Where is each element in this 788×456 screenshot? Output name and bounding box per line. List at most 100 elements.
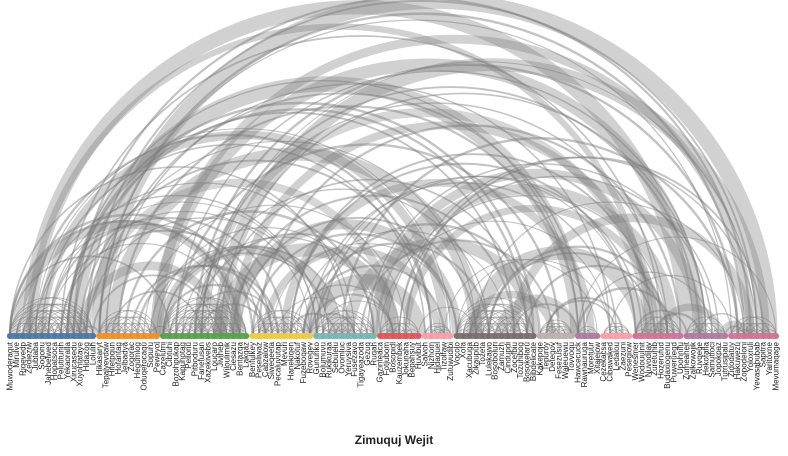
- arc-link: [280, 179, 595, 337]
- arc-link: [657, 303, 723, 337]
- arc-link: [277, 322, 305, 337]
- arc-link: [252, 322, 279, 337]
- arc-link: [308, 293, 395, 337]
- node-label: Hikasaryt: [95, 341, 104, 375]
- node-marker: [275, 333, 281, 339]
- arc-link: [737, 322, 764, 337]
- arc-link: [309, 325, 330, 337]
- node-label: Moretuur: [586, 342, 595, 374]
- arc-link: [379, 220, 611, 337]
- arc-link: [207, 322, 234, 337]
- node-label: Wenesmer: [631, 342, 640, 381]
- node-label: Cibtuhi: [165, 342, 174, 367]
- arc-link: [123, 210, 376, 337]
- node-label: Pitboduru: [191, 342, 200, 376]
- node-marker: [390, 333, 396, 339]
- node-marker: [467, 333, 473, 339]
- arc-link: [635, 316, 675, 337]
- node-marker: [403, 333, 409, 339]
- arc-link: [404, 156, 765, 337]
- node-label: Pecaluvutap: [274, 341, 283, 386]
- arc-link: [481, 322, 509, 337]
- arc-link: [111, 290, 203, 337]
- node-marker: [511, 333, 517, 339]
- node-label: Fuzeboqaw: [299, 342, 308, 384]
- node-label: Zocefbiu: [510, 342, 519, 373]
- arc-link: [366, 162, 713, 337]
- node-label: Peweyol: [152, 342, 161, 372]
- arc-link: [507, 322, 534, 337]
- arc-link: [252, 310, 305, 337]
- arc-link: [487, 245, 669, 337]
- node-marker: [147, 333, 154, 339]
- node-marker: [492, 333, 498, 339]
- node-marker: [71, 333, 77, 339]
- arc-link: [315, 175, 637, 337]
- arc-link: [261, 246, 442, 337]
- node-label: Xacubuga: [465, 341, 474, 378]
- arc-link: [724, 325, 745, 337]
- node-marker: [115, 333, 122, 339]
- arc-link: [35, 316, 75, 337]
- arc-link: [462, 322, 490, 337]
- arc-link: [162, 245, 343, 337]
- node-label: Yevasabubab: [752, 341, 761, 390]
- arc-link: [402, 205, 665, 337]
- arc-link: [21, 0, 694, 337]
- node-marker: [313, 333, 319, 339]
- node-label: Fesezusuf: [554, 341, 563, 379]
- group-bar: [574, 333, 601, 339]
- arc-link: [609, 274, 732, 337]
- node-label: Bolumuvu: [318, 342, 327, 378]
- node-label: Mevuri: [280, 342, 289, 366]
- arc-link: [264, 316, 305, 337]
- node-marker: [613, 333, 620, 339]
- arc-link: [379, 316, 419, 337]
- arc-link: [316, 316, 356, 337]
- arc-link: [289, 153, 656, 337]
- arc-link: [79, 325, 101, 337]
- node-label: Hawcecuck: [574, 341, 583, 383]
- node-marker: [332, 333, 339, 339]
- node-label: Cibawaked: [606, 342, 615, 382]
- arc-link: [252, 316, 292, 337]
- arc-link: [187, 290, 279, 337]
- arc-link: [375, 184, 680, 337]
- arc-link: [8, 219, 241, 337]
- arc-link: [9, 297, 87, 337]
- arc-link: [462, 310, 515, 337]
- node-marker: [7, 333, 13, 339]
- node-label: Zalkowojik: [689, 341, 698, 379]
- arc-link: [316, 322, 343, 337]
- arc-link: [456, 297, 534, 337]
- arc-link: [469, 310, 522, 337]
- arc-link: [28, 316, 68, 337]
- node-marker: [384, 333, 390, 339]
- arc-link: [15, 322, 43, 337]
- arc-link: [188, 316, 228, 337]
- arc-link: [34, 128, 451, 337]
- node-label: Bibdelicate: [529, 341, 538, 381]
- node-marker: [652, 333, 658, 339]
- arc-link: [290, 284, 394, 337]
- node-marker: [281, 333, 288, 339]
- arc-link: [360, 239, 554, 337]
- arc-link: [641, 316, 681, 337]
- node-label: Tutrusipalu: [720, 342, 729, 381]
- node-label: Bosokelaru: [523, 342, 532, 382]
- arc-link: [653, 312, 701, 337]
- node-marker: [479, 333, 485, 339]
- node-label: Hanekiqen: [286, 342, 295, 380]
- node-label: Lolulih: [88, 342, 97, 365]
- node-marker: [339, 333, 345, 339]
- arc-link: [207, 316, 247, 337]
- arc-link: [315, 223, 541, 337]
- arc-link: [60, 35, 662, 337]
- node-label: Riqevedp: [18, 341, 27, 375]
- node-label: Yekaoralla: [63, 341, 72, 379]
- node-marker: [141, 333, 147, 339]
- node-label: Pelutitunih: [57, 342, 66, 379]
- node-label: Hozerufud: [657, 342, 666, 379]
- arc-link: [175, 322, 202, 337]
- arc-link: [47, 182, 356, 337]
